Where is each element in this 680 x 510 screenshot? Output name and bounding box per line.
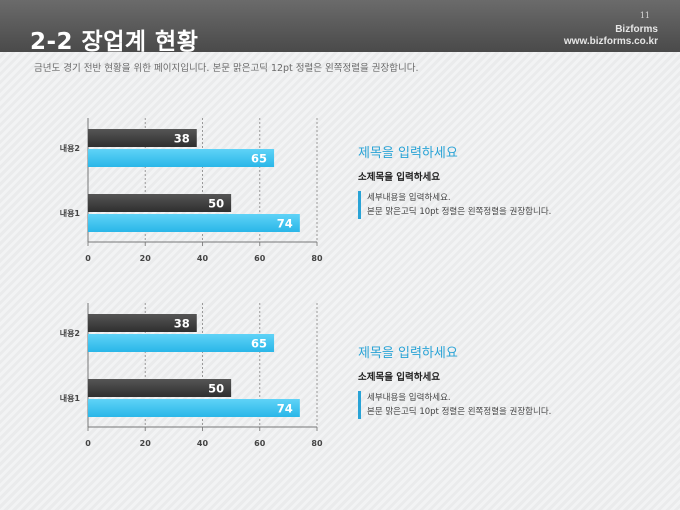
data-label: 74	[277, 217, 293, 231]
tick-label: 80	[311, 439, 323, 448]
data-label: 38	[174, 132, 190, 146]
bar-blue	[88, 334, 275, 352]
page-title: 2-2 장업계 현황	[30, 29, 199, 55]
category-label: 내용1	[60, 208, 81, 218]
tick-label: 40	[197, 254, 209, 263]
bar-blue	[88, 214, 300, 232]
chart-svg-2: 0 20 40 60 80 내용2 38 65 내용1 50 74	[60, 303, 323, 448]
page-number: 11	[639, 11, 650, 20]
data-label: 74	[277, 402, 293, 416]
data-label: 65	[251, 152, 267, 166]
bar-chart-2: 0 20 40 60 80 내용2 38 65 내용1 50 74	[40, 297, 340, 461]
tick-label: 60	[254, 254, 266, 263]
bar-dark	[88, 129, 197, 147]
brand-url: www.bizforms.co.kr	[563, 36, 658, 47]
tick-label: 60	[254, 439, 266, 448]
panel-body-line: 세부내용을 입력하세요.	[367, 393, 451, 403]
data-label: 50	[208, 197, 224, 211]
panel-body-line: 본문 맑은고딕 10pt 정렬은 왼쪽정렬을 권장합니다.	[367, 407, 552, 417]
tick-label: 20	[140, 439, 152, 448]
description-panel-1: 제목을 입력하세요 소제목을 입력하세요 세부내용을 입력하세요. 본문 맑은고…	[358, 142, 551, 219]
bar-dark	[88, 379, 232, 397]
chart-svg-1: 0 20 40 60 80 내용2 38 65 내용1 50 74	[60, 118, 323, 263]
bar-dark	[88, 194, 232, 212]
brand-block: Bizforms www.bizforms.co.kr	[564, 24, 658, 48]
category-label: 내용2	[60, 143, 80, 153]
page-subtitle: 금년도 경기 전반 현황을 위한 페이지입니다. 본문 맑은고딕 12pt 정렬…	[34, 63, 419, 74]
bar-blue	[88, 149, 275, 167]
data-label: 65	[251, 337, 267, 351]
panel-body-line: 세부내용을 입력하세요.	[367, 193, 451, 203]
panel-subtitle: 소제목을 입력하세요	[358, 172, 440, 183]
panel-body: 세부내용을 입력하세요. 본문 맑은고딕 10pt 정렬은 왼쪽정렬을 권장합니…	[358, 391, 551, 419]
data-label: 38	[174, 317, 190, 331]
panel-title: 제목을 입력하세요	[358, 146, 458, 161]
tick-label: 0	[85, 254, 91, 263]
header-bar: 2-2 장업계 현황 11 Bizforms www.bizforms.co.k…	[0, 0, 680, 55]
tick-label: 20	[140, 254, 152, 263]
panel-title: 제목을 입력하세요	[358, 346, 458, 361]
tick-label: 40	[197, 439, 209, 448]
data-label: 50	[208, 382, 224, 396]
brand-name: Bizforms	[615, 24, 658, 35]
bar-dark	[88, 314, 197, 332]
panel-body: 세부내용을 입력하세요. 본문 맑은고딕 10pt 정렬은 왼쪽정렬을 권장합니…	[358, 191, 551, 219]
tick-label: 80	[311, 254, 323, 263]
tick-label: 0	[85, 439, 91, 448]
category-label: 내용2	[60, 328, 80, 338]
bar-blue	[88, 399, 300, 417]
description-panel-2: 제목을 입력하세요 소제목을 입력하세요 세부내용을 입력하세요. 본문 맑은고…	[358, 342, 551, 419]
panel-subtitle: 소제목을 입력하세요	[358, 372, 440, 383]
panel-body-line: 본문 맑은고딕 10pt 정렬은 왼쪽정렬을 권장합니다.	[367, 207, 552, 217]
bar-chart-1: 0 20 40 60 80 내용2 38 65 내용1 50 74	[40, 112, 340, 276]
category-label: 내용1	[60, 393, 81, 403]
